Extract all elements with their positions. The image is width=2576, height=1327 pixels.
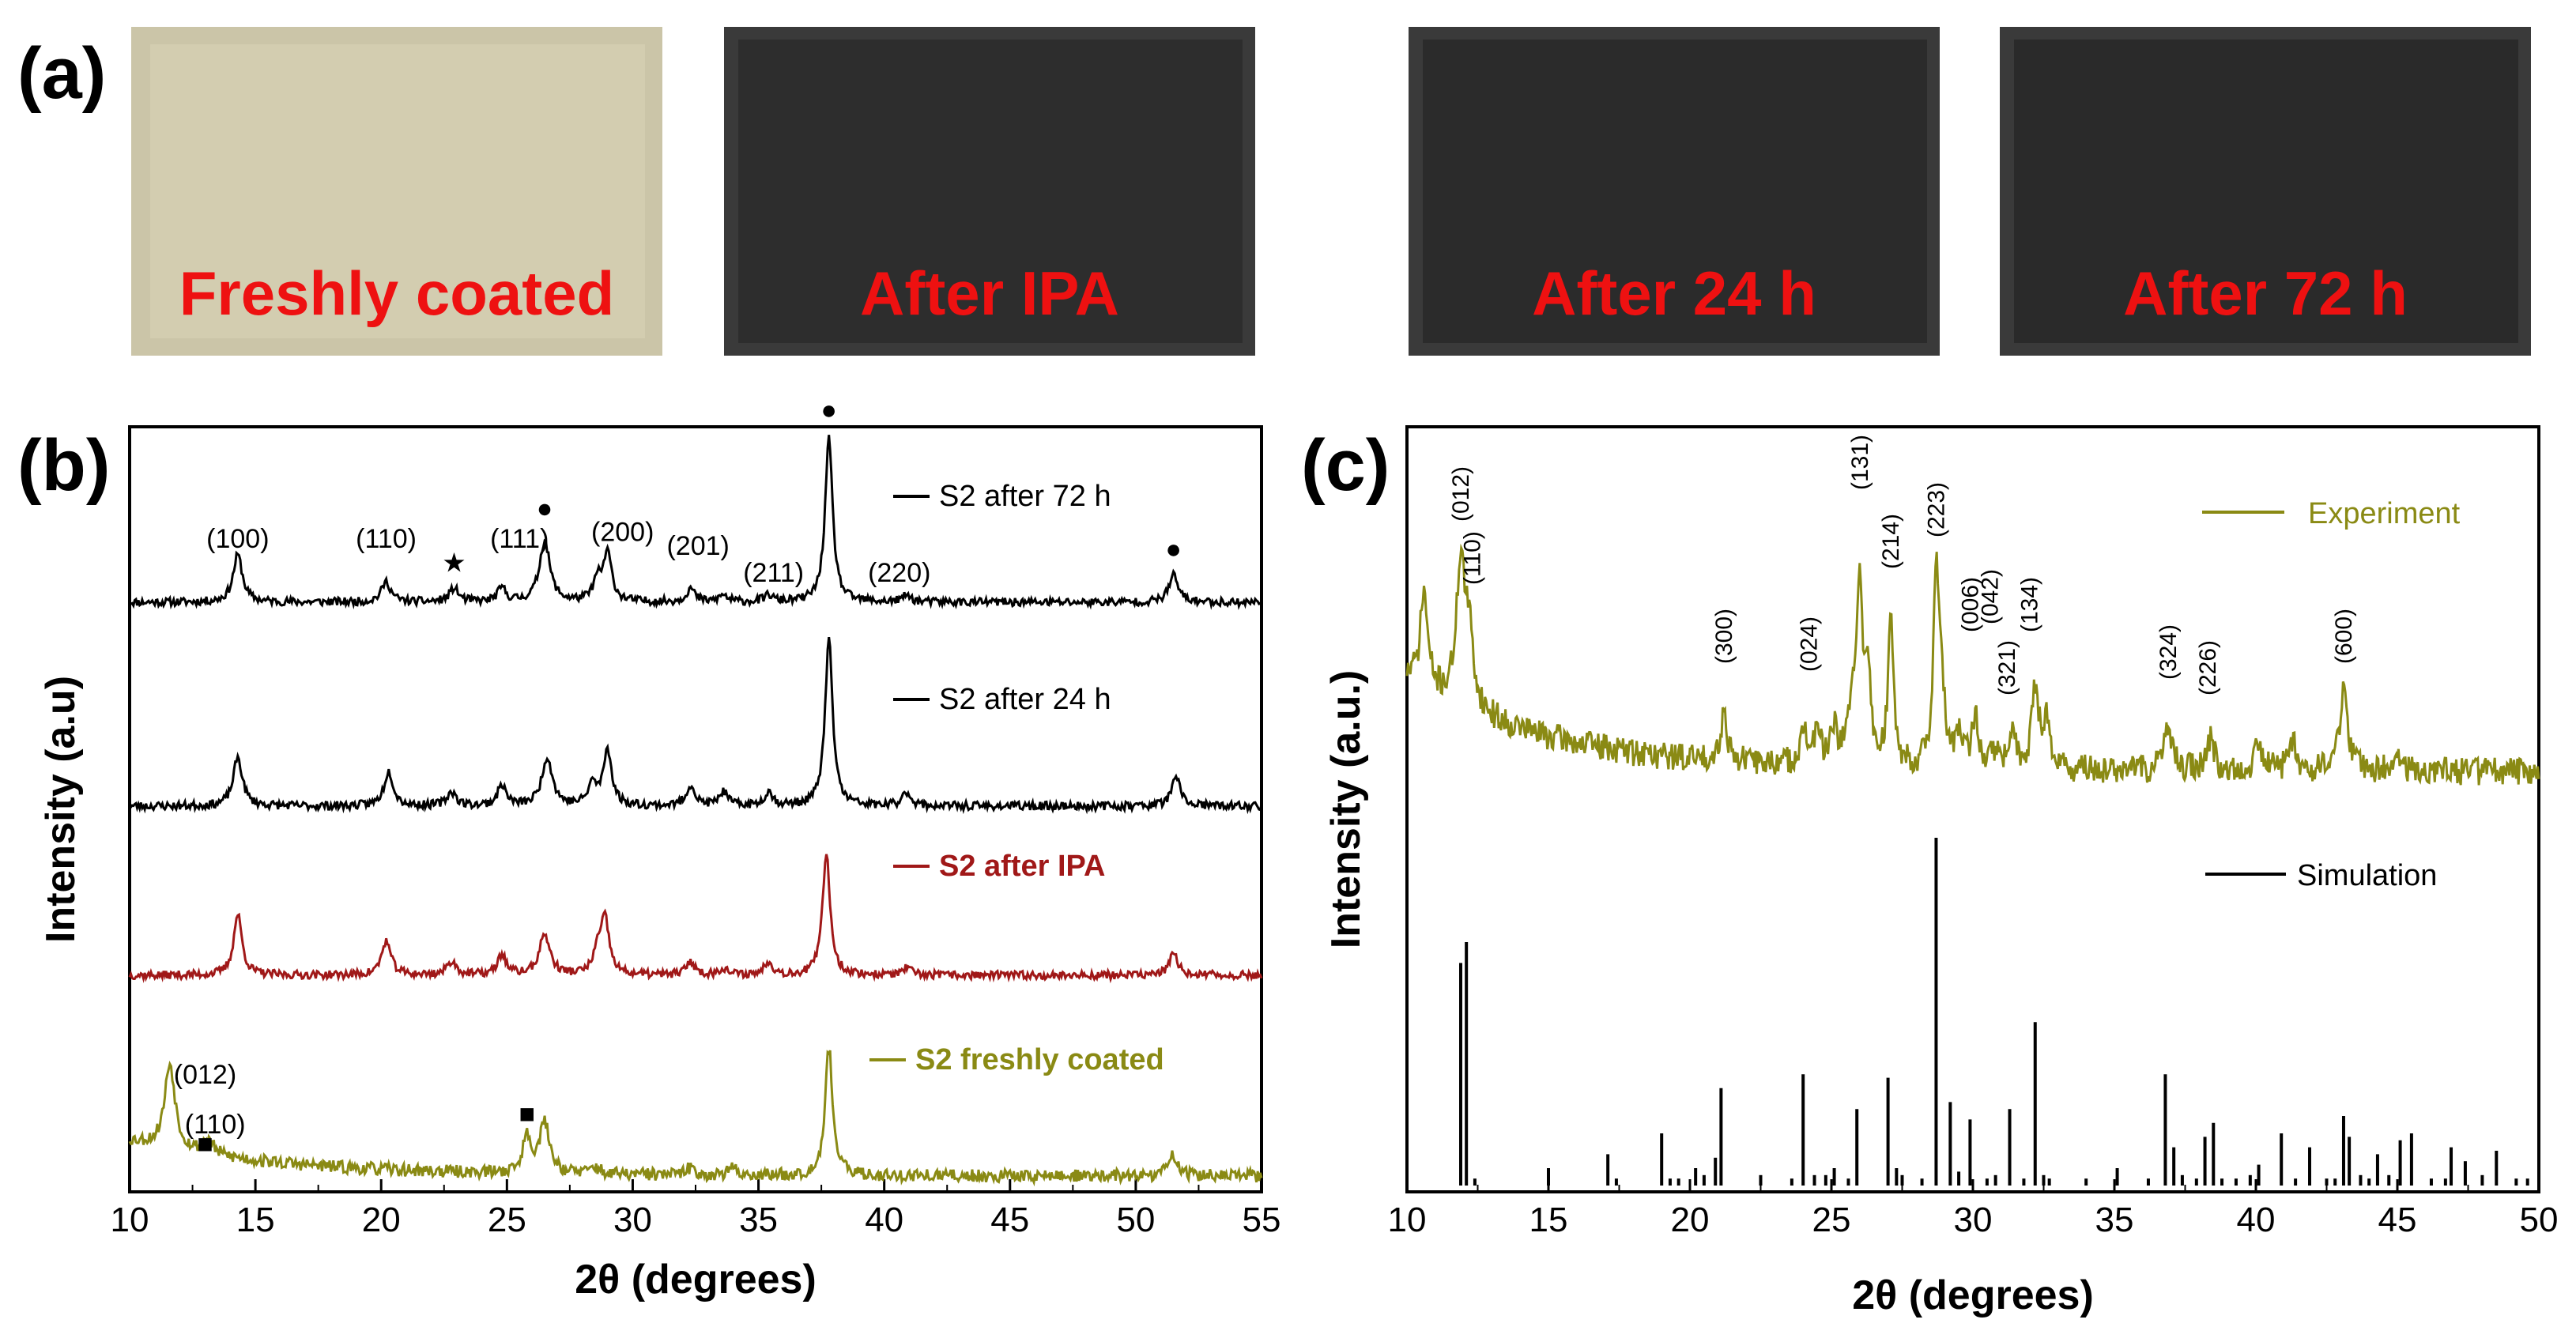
legend-label: S2 after 72 h <box>939 480 1111 513</box>
peak-label: (223) <box>1923 482 1949 537</box>
panel-label-b: (b) <box>17 425 110 506</box>
photo-freshly-coated: Freshly coated <box>131 27 662 356</box>
y-axis-title-b: Intensity (a.u) <box>38 676 84 943</box>
x-axis-title-c: 2θ (degrees) <box>1852 1272 2094 1318</box>
series-group-c: Experiment Simulation <box>1405 497 2540 1186</box>
legend-label: S2 freshly coated <box>915 1043 1164 1076</box>
annotations-b: (100) (110) (111) (200) (201) (211) (220) (012)… <box>174 395 1182 1159</box>
phase-marker: ● <box>820 395 837 425</box>
x-tick-label: 40 <box>865 1201 903 1239</box>
peak-label: (200) <box>591 518 654 548</box>
x-tick-label: 20 <box>1671 1201 1710 1239</box>
photo-label: Freshly coated <box>179 258 615 328</box>
peak-label: (110) <box>185 1110 246 1140</box>
x-tick-label: 30 <box>1954 1201 1993 1239</box>
phase-marker: ● <box>537 494 553 524</box>
substrate-after-24h <box>1423 40 1927 343</box>
phase-marker: ● <box>1165 534 1182 564</box>
peak-label: (006) <box>1957 577 1983 632</box>
photo-label: After 72 h <box>2123 258 2408 328</box>
substrate-after-72h <box>2014 40 2518 343</box>
photo-label: After IPA <box>860 258 1119 328</box>
chart-b: 10 15 20 25 30 35 40 45 50 55 S2 after 72 hS2 aft… <box>38 395 1280 1302</box>
peak-label: (012) <box>174 1060 236 1090</box>
panel-label-a: (a) <box>17 33 106 114</box>
x-tick-label: 25 <box>1812 1201 1851 1239</box>
series-line <box>129 637 1263 815</box>
x-tick-label: 30 <box>613 1201 652 1239</box>
x-tick-label: 10 <box>111 1201 149 1239</box>
peak-label: (110) <box>356 524 417 554</box>
peak-label: (321) <box>1994 640 2020 696</box>
phase-marker: ■ <box>197 1129 213 1159</box>
photo-after-24h: After 24 h <box>1409 27 1940 356</box>
legend-label: S2 after 24 h <box>939 683 1111 716</box>
series-line <box>128 854 1263 984</box>
legend-label: Experiment <box>2308 497 2461 530</box>
photo-after-72h: After 72 h <box>2000 27 2531 356</box>
x-tick-label: 45 <box>990 1201 1029 1239</box>
x-axis-b: 10 15 20 25 30 35 40 45 50 55 <box>111 1179 1281 1239</box>
x-tick-label: 50 <box>2520 1201 2559 1239</box>
peak-label: (300) <box>1711 609 1737 664</box>
x-tick-label: 45 <box>2378 1201 2417 1239</box>
series-line <box>129 435 1263 611</box>
peak-label: (201) <box>666 531 729 561</box>
phase-marker: ■ <box>519 1099 536 1129</box>
legend-label: S2 after IPA <box>939 850 1105 883</box>
x-tick-label: 25 <box>488 1201 526 1239</box>
peak-label: (134) <box>2017 577 2043 632</box>
x-axis-title-b: 2θ (degrees) <box>575 1257 817 1302</box>
peak-label: (012) <box>1448 466 1474 522</box>
peak-label: (324) <box>2155 624 2182 680</box>
series-line <box>128 1050 1263 1187</box>
panel-label-c: (c) <box>1301 425 1390 506</box>
peak-label: (024) <box>1796 616 1822 672</box>
peak-label: (111) <box>490 524 549 554</box>
legend-label: Simulation <box>2297 859 2437 892</box>
photo-after-ipa: After IPA <box>724 27 1255 356</box>
x-tick-label: 40 <box>2237 1201 2276 1239</box>
peak-label: (131) <box>1847 435 1873 490</box>
y-axis-title-c: Intensity (a.u.) <box>1323 670 1369 948</box>
x-tick-label: 20 <box>362 1201 401 1239</box>
x-tick-label: 35 <box>739 1201 778 1239</box>
x-tick-label: 35 <box>2095 1201 2134 1239</box>
phase-marker: ★ <box>442 548 466 578</box>
x-tick-label: 15 <box>236 1201 275 1239</box>
experiment-line <box>1405 543 2540 786</box>
x-tick-label: 50 <box>1116 1201 1155 1239</box>
peak-label: (042) <box>1977 569 2003 624</box>
plot-frame-c <box>1405 425 2540 1193</box>
peak-label: (600) <box>2331 609 2357 664</box>
x-tick-label: 10 <box>1388 1201 1427 1239</box>
peak-label: (110) <box>1459 531 1485 585</box>
peak-label: (226) <box>2195 640 2221 696</box>
x-axis-c: 10 15 20 25 30 35 40 45 50 <box>1388 1179 2559 1239</box>
annotations-c: (012) (110) (300) (024) (131)(214) (223) (006)… <box>1448 435 2357 696</box>
series-group-b: S2 after 72 h S2 after 24 h S2 after IPA S2… <box>128 435 1263 1187</box>
peak-label: (211) <box>743 558 804 588</box>
chart-c: 10 15 20 25 30 35 40 45 50 ExperimentSimulation … <box>1323 425 2559 1318</box>
peak-label: (220) <box>868 558 930 588</box>
peak-label: (100) <box>206 524 269 554</box>
x-tick-label: 55 <box>1243 1201 1281 1239</box>
substrate-after-ipa <box>738 40 1243 343</box>
x-tick-label: 15 <box>1529 1201 1568 1239</box>
photo-label: After 24 h <box>1532 258 1816 328</box>
peak-label: (214) <box>1878 514 1904 569</box>
